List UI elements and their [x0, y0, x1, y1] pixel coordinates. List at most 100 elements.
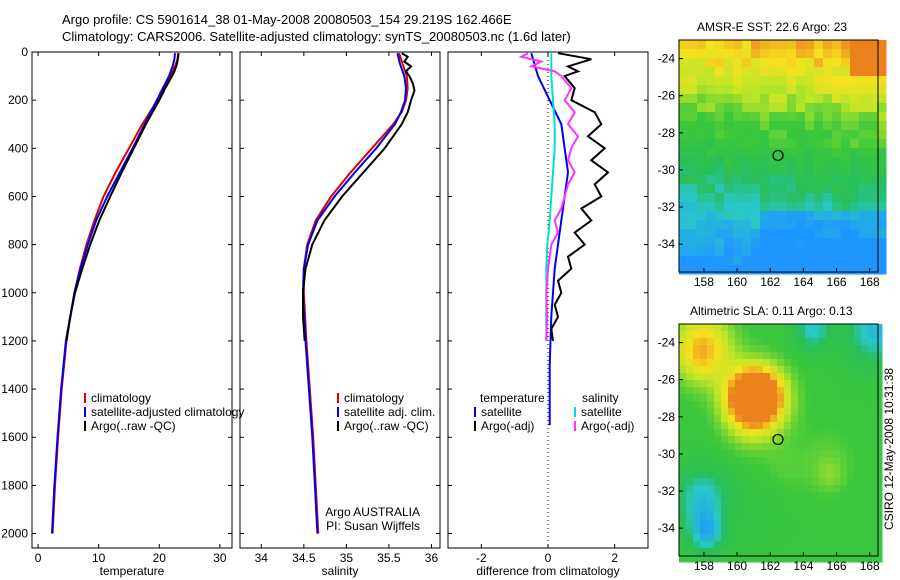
map-cell	[769, 157, 779, 167]
map-cell	[847, 478, 855, 486]
map-cell	[742, 513, 750, 521]
map-cell	[728, 513, 736, 521]
map-cell	[833, 422, 841, 430]
map-cell	[798, 436, 806, 444]
map-cell	[847, 499, 855, 507]
map-cell	[760, 238, 770, 248]
map-cell	[733, 49, 743, 59]
map-cell	[721, 415, 729, 423]
map-cell	[847, 324, 855, 332]
map-cell	[847, 401, 855, 409]
map-cell	[700, 555, 708, 563]
series-line-satellite-adjusted-climatology	[51, 53, 176, 534]
map-cell	[840, 478, 848, 486]
map-cell	[756, 324, 764, 332]
map-cell	[688, 238, 698, 248]
map-cell	[769, 85, 779, 95]
map-cell	[850, 112, 860, 122]
map-cell	[760, 157, 770, 167]
map-cell	[854, 387, 862, 395]
map-cell	[826, 492, 834, 500]
map-cell	[833, 534, 841, 542]
map-cell	[875, 520, 883, 528]
map-cell	[823, 85, 833, 95]
map-cell	[814, 211, 824, 221]
map-cell	[721, 422, 729, 430]
map-cell	[707, 359, 715, 367]
map-cell	[798, 534, 806, 542]
map-cell	[742, 443, 750, 451]
map-cell	[686, 422, 694, 430]
map-cell	[760, 193, 770, 203]
map-cell	[812, 513, 820, 521]
map-cell	[686, 373, 694, 381]
map-cell	[854, 394, 862, 402]
map-cell	[733, 157, 743, 167]
map-cell	[733, 265, 743, 275]
map-cell	[735, 450, 743, 458]
map-cell	[706, 94, 716, 104]
map-cell	[749, 499, 757, 507]
map-cell	[847, 548, 855, 556]
map-cell	[859, 103, 869, 113]
map-cell	[749, 415, 757, 423]
map-cell	[854, 324, 862, 332]
map-cell	[841, 49, 851, 59]
map-cell	[700, 387, 708, 395]
map-cell	[875, 422, 883, 430]
map-cell	[854, 513, 862, 521]
x-tick-label: 20	[153, 551, 167, 565]
map-cell	[735, 359, 743, 367]
map-cell	[763, 485, 771, 493]
map-cell	[868, 471, 876, 479]
map-cell	[706, 175, 716, 185]
map-cell	[697, 112, 707, 122]
map-cell	[778, 220, 788, 230]
map-cell	[721, 359, 729, 367]
map-cell	[742, 175, 752, 185]
map-cell	[756, 527, 764, 535]
map-cell	[826, 380, 834, 388]
map-cell	[819, 485, 827, 493]
map-cell	[832, 166, 842, 176]
map-cell	[798, 464, 806, 472]
map-cell	[714, 408, 722, 416]
map-cell	[742, 103, 752, 113]
map-cell	[784, 450, 792, 458]
map-cell	[777, 457, 785, 465]
map-cell	[760, 166, 770, 176]
map-cell	[798, 366, 806, 374]
map-cell	[875, 415, 883, 423]
map-cell	[805, 541, 813, 549]
map-cell	[859, 139, 869, 149]
map-cell	[679, 408, 687, 416]
map-cell	[707, 324, 715, 332]
map-cell	[861, 380, 869, 388]
map-cell	[796, 229, 806, 239]
map-cell	[749, 534, 757, 542]
map-cell	[868, 401, 876, 409]
map-cell	[686, 429, 694, 437]
map-cell	[769, 247, 779, 257]
map-cell	[724, 184, 734, 194]
map-cell	[840, 548, 848, 556]
map-cell	[770, 513, 778, 521]
map-cell	[763, 408, 771, 416]
sst-map-title: AMSR-E SST: 22.6 Argo: 23	[697, 20, 848, 34]
map-cell	[760, 67, 770, 77]
map-cell	[756, 443, 764, 451]
map-cell	[796, 148, 806, 158]
map-y-tick-label: -28	[658, 410, 676, 424]
map-cell	[770, 457, 778, 465]
map-cell	[875, 324, 883, 332]
map-cell	[721, 548, 729, 556]
map-cell	[715, 193, 725, 203]
map-cell	[832, 229, 842, 239]
map-cell	[805, 211, 815, 221]
map-cell	[742, 492, 750, 500]
map-cell	[693, 429, 701, 437]
map-cell	[756, 338, 764, 346]
map-cell	[728, 338, 736, 346]
map-cell	[715, 76, 725, 86]
map-cell	[679, 85, 689, 95]
